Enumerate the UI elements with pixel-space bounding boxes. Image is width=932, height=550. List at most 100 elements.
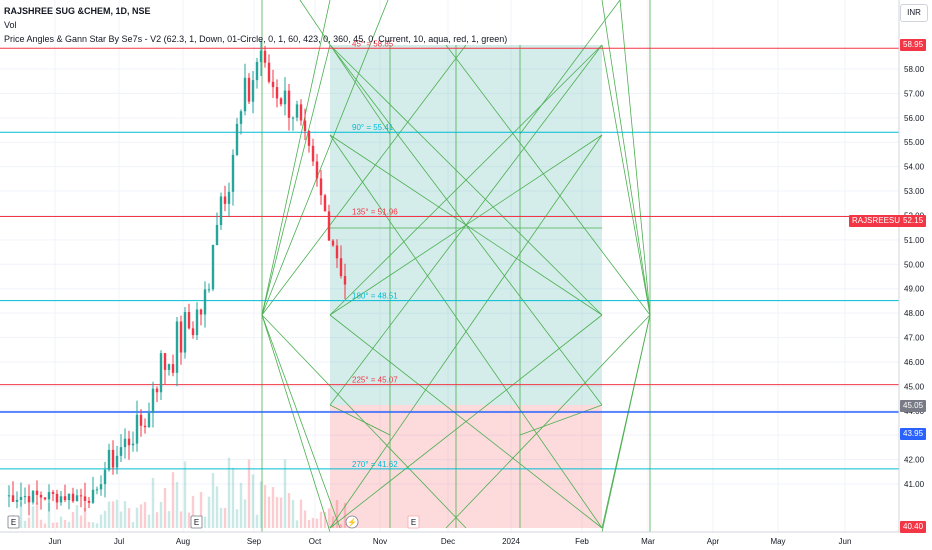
volume-bar	[131, 522, 135, 528]
volume-bar	[303, 510, 307, 528]
earnings-marker[interactable]	[407, 515, 420, 529]
volume-bar	[83, 508, 87, 528]
candle-body	[279, 98, 283, 105]
dividend-icon: ⚡	[347, 517, 357, 527]
price-tick: 48.00	[904, 309, 925, 318]
time-tick: May	[770, 537, 785, 546]
volume-legend[interactable]: Vol	[4, 20, 17, 30]
volume-bar	[79, 515, 83, 528]
volume-bar	[51, 522, 55, 528]
candle-body	[255, 61, 259, 81]
gann-star-line	[299, 0, 391, 135]
volume-bar	[135, 507, 139, 528]
volume-bar	[55, 522, 59, 528]
volume-bar	[291, 499, 295, 528]
candle-body	[147, 413, 151, 428]
candle-body	[131, 443, 135, 446]
price-tick: 56.00	[904, 114, 925, 123]
candle-body	[343, 276, 347, 285]
candle-body	[139, 414, 143, 426]
candle-body	[215, 224, 219, 246]
candle-body	[111, 449, 115, 468]
candle-body	[27, 496, 31, 503]
candle-body	[227, 191, 231, 204]
volume-bar	[63, 519, 67, 528]
gann-star-line	[601, 44, 651, 316]
candle-body	[23, 496, 27, 498]
price-tag: 43.95	[900, 428, 927, 440]
chart-grid	[0, 0, 899, 532]
candle-body	[259, 50, 263, 62]
volume-bar	[91, 522, 95, 528]
gann-star-line	[329, 44, 603, 316]
time-tick: Nov	[373, 537, 387, 546]
price-tick: 53.00	[904, 187, 925, 196]
candle-body	[39, 494, 43, 498]
candle-body	[203, 289, 207, 315]
volume-bar	[127, 508, 131, 528]
earnings-marker-label: E	[11, 518, 16, 527]
volume-bar	[39, 519, 43, 528]
candle-body	[7, 495, 11, 497]
dividend-marker[interactable]	[345, 515, 359, 529]
earnings-marker[interactable]	[190, 515, 203, 529]
symbol-title[interactable]: RAJSHREE SUG &CHEM, 1D, NSE	[4, 6, 151, 16]
candle-body	[335, 245, 339, 259]
candle-body	[299, 104, 303, 121]
time-axis[interactable]: Jun Jul Aug Sep Oct Nov Dec 2024 Feb Mar Apr May Jun	[49, 537, 852, 546]
candle-body	[183, 312, 187, 353]
price-tick: 54.00	[904, 163, 925, 172]
price-axis[interactable]: 58.0057.0056.0055.0054.0053.0052.0051.00…	[904, 65, 925, 489]
candle-body	[267, 62, 271, 82]
candle-body	[83, 496, 87, 501]
volume-bar	[99, 514, 103, 528]
volume-bar	[215, 486, 219, 528]
volume-bar	[27, 517, 31, 528]
price-tick: 42.00	[904, 456, 925, 465]
volume-bar	[323, 511, 327, 528]
volume-bar	[219, 507, 223, 528]
time-tick: Jun	[839, 537, 852, 546]
gann-star-line	[601, 314, 651, 529]
candle-body	[99, 484, 103, 490]
price-tick: 55.00	[904, 138, 925, 147]
chart-legend: RAJSHREE SUG &CHEM, 1D, NSE Vol Price An…	[4, 4, 507, 46]
earnings-marker[interactable]	[7, 515, 20, 529]
candle-body	[243, 77, 247, 112]
price-tag: 45.05	[900, 400, 927, 412]
volume-bar	[231, 467, 235, 528]
indicator-legend[interactable]: Price Angles & Gann Star By Se7s - V2 (6…	[4, 34, 508, 44]
price-tick: 46.00	[904, 358, 925, 367]
gann-star-line	[519, 404, 603, 436]
gann-star-line	[261, 44, 467, 316]
candle-body	[311, 145, 315, 162]
candle-body	[11, 495, 15, 502]
volume-bar	[71, 512, 75, 528]
volume-bar	[275, 497, 279, 528]
candle-body	[239, 111, 243, 124]
volume-bar	[47, 502, 51, 528]
currency-button[interactable]: INR	[900, 4, 928, 22]
volume-bar	[43, 523, 47, 528]
candle-body	[327, 211, 331, 241]
volume-bar	[207, 496, 211, 528]
candle-body	[35, 490, 39, 495]
earnings-marker-label: E	[194, 518, 199, 527]
gann-star-line	[261, 44, 331, 316]
volume-bar	[279, 497, 283, 528]
gann-star-line	[261, 0, 389, 316]
volume-bar	[191, 495, 195, 528]
candle-body	[127, 438, 131, 446]
volume-bar	[335, 499, 339, 528]
volume-bar	[203, 516, 207, 528]
time-tick: Oct	[309, 537, 322, 546]
volume-bar	[155, 512, 159, 528]
volume-bar	[19, 502, 23, 528]
candle-body	[159, 353, 163, 393]
price-tick: 47.00	[904, 334, 925, 343]
volume-bar	[247, 459, 251, 528]
candle-body	[103, 469, 107, 485]
time-tick: 2024	[502, 537, 520, 546]
volume-bar	[151, 477, 155, 528]
